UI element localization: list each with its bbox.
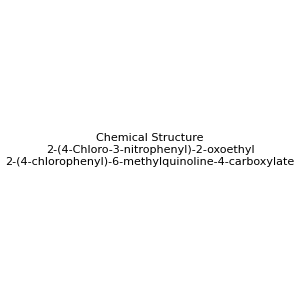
Text: Chemical Structure
2-(4-Chloro-3-nitrophenyl)-2-oxoethyl
2-(4-chlorophenyl)-6-me: Chemical Structure 2-(4-Chloro-3-nitroph…	[5, 134, 295, 166]
